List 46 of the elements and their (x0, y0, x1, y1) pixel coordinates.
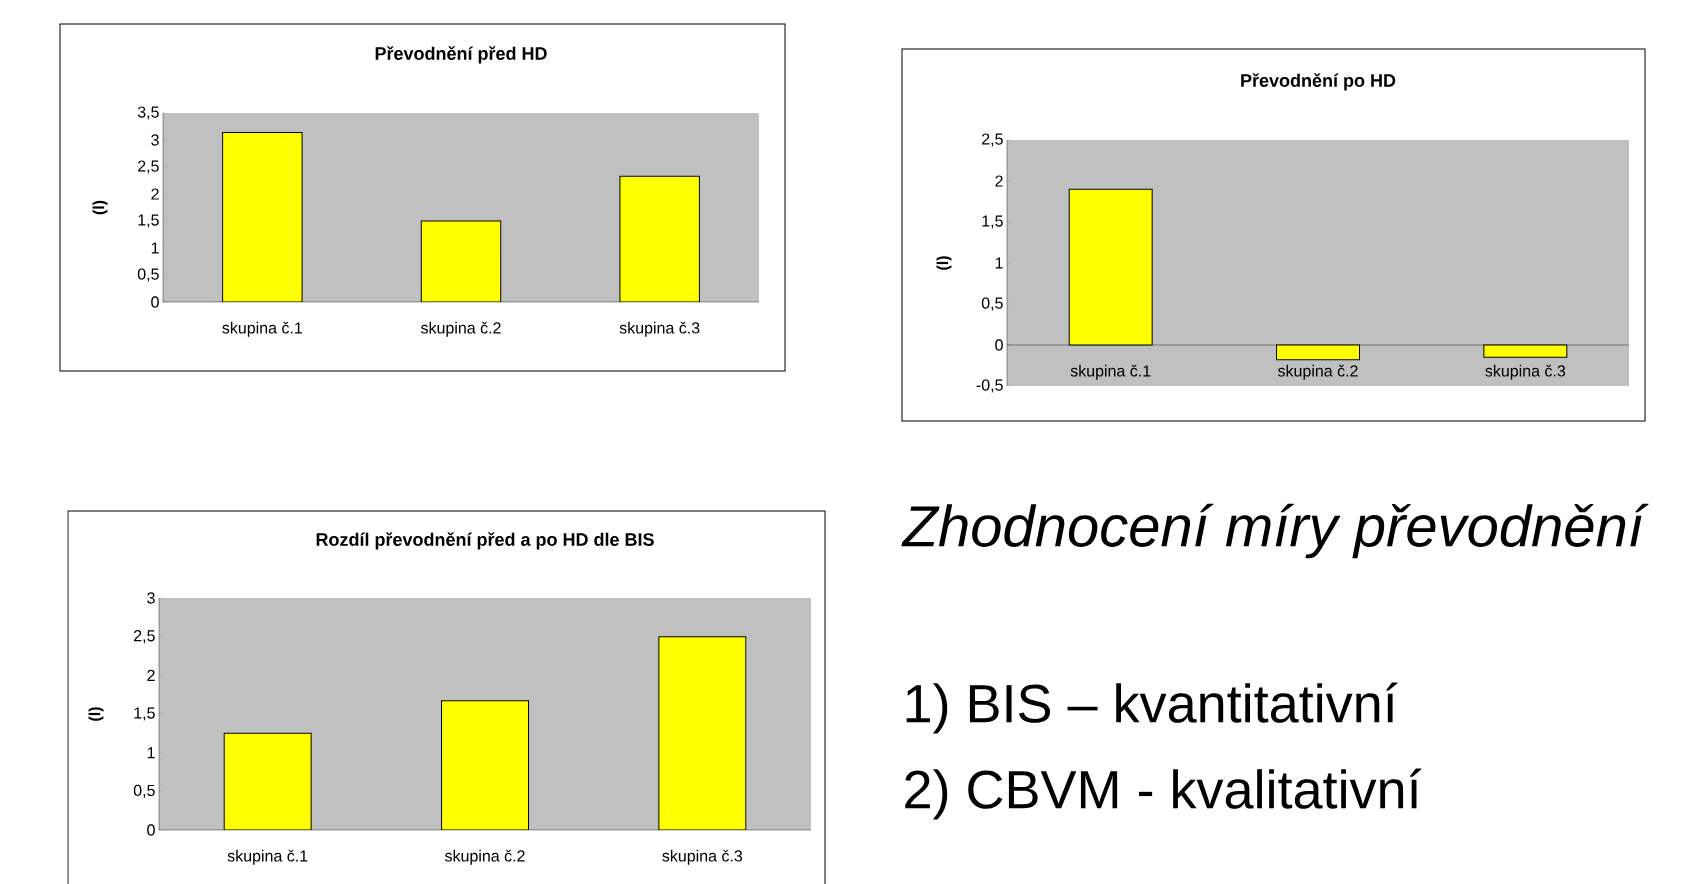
y-tick-label: 1 (147, 747, 155, 759)
y-tick-label: 0 (147, 824, 155, 836)
x-tick-label: skupina č.3 (662, 849, 743, 865)
y-tick-label: 1,5 (134, 707, 155, 721)
bar (441, 700, 529, 830)
x-tick-label: skupina č.2 (1277, 364, 1358, 380)
y-tick-label: 2 (147, 669, 155, 681)
x-tick-label: skupina č.2 (420, 321, 501, 337)
text: 2) CBVM - kvalitativní (905, 768, 1422, 820)
y-tick-label: 0,5 (981, 297, 1003, 311)
x-tick-label: skupina č.1 (227, 849, 308, 865)
y-tick-label: 0 (151, 296, 159, 308)
bar (222, 131, 303, 302)
x-tick-label: skupina č.3 (1485, 364, 1566, 380)
bar (223, 732, 312, 830)
y-tick-label: 1,5 (138, 214, 159, 228)
y-tick-label: -0,5 (976, 379, 1003, 393)
x-tick-label: skupina č.1 (1070, 364, 1151, 380)
y-tick-label: 3 (147, 592, 155, 604)
y-tick-label: 2,5 (982, 133, 1003, 147)
y-tick-label: 0,5 (133, 784, 155, 798)
y-tick-label: 2,5 (138, 160, 159, 174)
chart-title: Rozdíl převodnění před a po HD dle BIS (316, 532, 654, 550)
y-tick-label: 3 (151, 134, 159, 146)
y-tick-label: 1,5 (982, 215, 1003, 229)
text: Zhodnocení míry převodnění (901, 503, 1649, 559)
y-axis-title: (l) (88, 707, 104, 721)
x-tick-label: skupina č.1 (222, 321, 302, 337)
x-tick-label: skupina č.2 (444, 849, 525, 865)
y-tick-label: 2 (151, 188, 159, 200)
bar (658, 636, 747, 830)
y-tick-label: 1 (151, 242, 159, 254)
y-tick-label: 0,5 (137, 268, 159, 282)
chart-title: Převodnění po HD (1241, 73, 1396, 91)
y-tick-label: 2,5 (134, 630, 155, 644)
bar (420, 220, 502, 302)
y-axis-title: (l) (936, 256, 952, 270)
y-tick-label: 0 (995, 339, 1003, 351)
y-tick-label: 2 (995, 175, 1003, 187)
y-tick-label: 1 (995, 257, 1003, 269)
y-tick-label: 3,5 (137, 106, 159, 120)
chart-title: Převodnění před HD (375, 46, 547, 64)
x-tick-label: skupina č.3 (619, 321, 700, 337)
y-axis-title: (l) (92, 200, 108, 215)
text: 1) BIS – kvantitativní (906, 682, 1398, 734)
bar (619, 175, 700, 302)
